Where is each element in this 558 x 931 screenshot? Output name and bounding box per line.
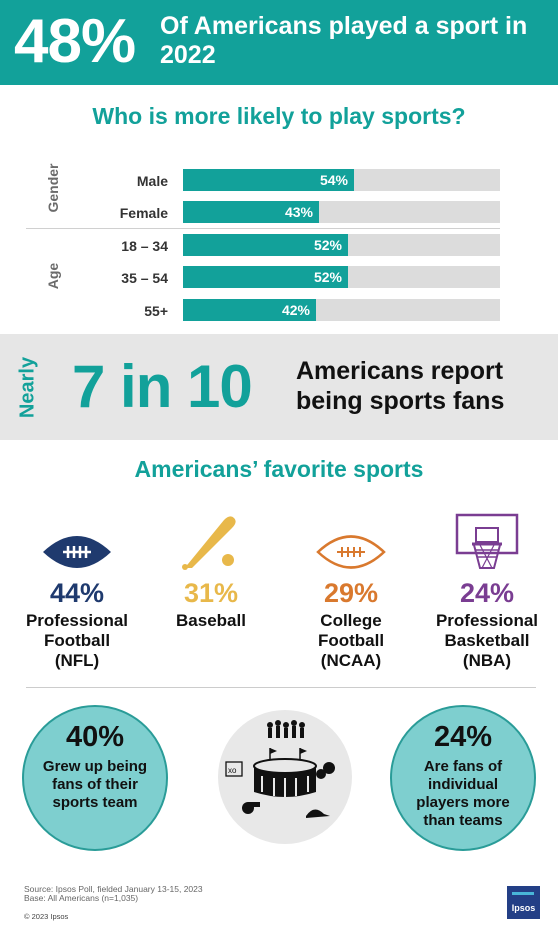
bar — [183, 299, 316, 321]
bar-row: 18 – 34 52% — [0, 234, 558, 260]
group-divider — [26, 228, 500, 229]
bar-value-label: 43% — [284, 204, 313, 220]
bar-value-label: 54% — [319, 172, 348, 188]
sport-pct: 24% — [459, 578, 515, 608]
bar-category-label: 35 – 54 — [121, 270, 168, 286]
bar-track: 52% — [183, 266, 500, 288]
bar-row: 35 – 54 52% — [0, 266, 558, 292]
circle-pct: 40% — [65, 721, 125, 753]
bar-category-label: Male — [136, 173, 168, 189]
stadium-illustration: xo — [218, 710, 352, 844]
circle-text: Grew up being fans of their sports team — [42, 758, 148, 811]
college-football-icon — [282, 510, 420, 572]
svg-text:xo: xo — [228, 766, 237, 775]
bar-category-label: 18 – 34 — [121, 238, 168, 254]
bar-category-label: 55+ — [144, 303, 168, 319]
base-note: Base: All Americans (n=1,035) — [24, 893, 139, 903]
sport-name: Baseball — [176, 611, 246, 630]
copyright: © 2023 Ipsos — [24, 912, 69, 921]
chart-title: Who is more likely to play sports? — [92, 103, 466, 129]
fans-text: Americans report being sports fans — [296, 357, 505, 415]
sport-name: Professional Basketball (NBA) — [435, 611, 539, 670]
circle-text: Are fans of individual players more than… — [416, 758, 510, 829]
bar-track: 52% — [183, 234, 500, 256]
football-icon — [8, 510, 146, 572]
fans-band: Nearly 7 in 10 Americans report being sp… — [0, 334, 558, 440]
cap-icon — [306, 809, 330, 818]
bar-value-label: 42% — [281, 302, 310, 318]
sport-name: Professional Football (NFL) — [25, 611, 129, 670]
header-banner: 48% Of Americans played a sport in 2022 — [0, 0, 558, 85]
bar — [183, 266, 348, 288]
sport-ncaa: 29% College Football (NCAA) — [282, 510, 420, 671]
bar-row: Male 54% — [0, 169, 558, 195]
bar-category-label: Female — [119, 205, 168, 221]
stat-circle-left: 40% Grew up being fans of their sports t… — [22, 705, 168, 851]
basketball-hoop-icon — [418, 510, 556, 572]
sport-pct: 31% — [183, 578, 239, 608]
section-divider — [26, 687, 536, 688]
sport-pct: 44% — [49, 578, 105, 608]
bar-value-label: 52% — [313, 237, 342, 253]
stat-circle-right: 24% Are fans of individual players more … — [390, 705, 536, 851]
bar-value-label: 52% — [313, 269, 342, 285]
sport-baseball: 31% Baseball — [142, 510, 280, 631]
playbook-icon: xo — [225, 761, 243, 777]
baseball-bat-icon — [142, 510, 280, 572]
bar-track: 42% — [183, 299, 500, 321]
bar — [183, 234, 348, 256]
bar-track: 54% — [183, 169, 500, 191]
headline-text: Of Americans played a sport in 2022 — [160, 12, 528, 69]
circle-pct: 24% — [433, 721, 493, 753]
ball-icon — [316, 762, 335, 779]
bar-row: 55+ 42% — [0, 299, 558, 325]
bar — [183, 201, 319, 223]
ipsos-logo: Ipsos — [507, 886, 540, 919]
source-note: Source: Ipsos Poll, fielded January 13-1… — [24, 884, 203, 894]
headline-stat: 48% — [14, 7, 136, 76]
nearly-label: Nearly — [16, 356, 39, 419]
sport-name: College Football (NCAA) — [317, 611, 385, 670]
sport-pct: 29% — [323, 578, 379, 608]
favorites-title: Americans’ favorite sports — [134, 456, 424, 482]
fans-icon — [267, 720, 305, 738]
bar-row: Female 43% — [0, 201, 558, 227]
fans-stat: 7 in 10 — [72, 353, 253, 420]
bar-track: 43% — [183, 201, 500, 223]
bar — [183, 169, 354, 191]
stadium-icon — [253, 748, 317, 797]
whistle-icon — [242, 802, 260, 814]
sport-nfl: 44% Professional Football (NFL) — [8, 510, 146, 671]
sport-nba: 24% Professional Basketball (NBA) — [418, 510, 556, 671]
